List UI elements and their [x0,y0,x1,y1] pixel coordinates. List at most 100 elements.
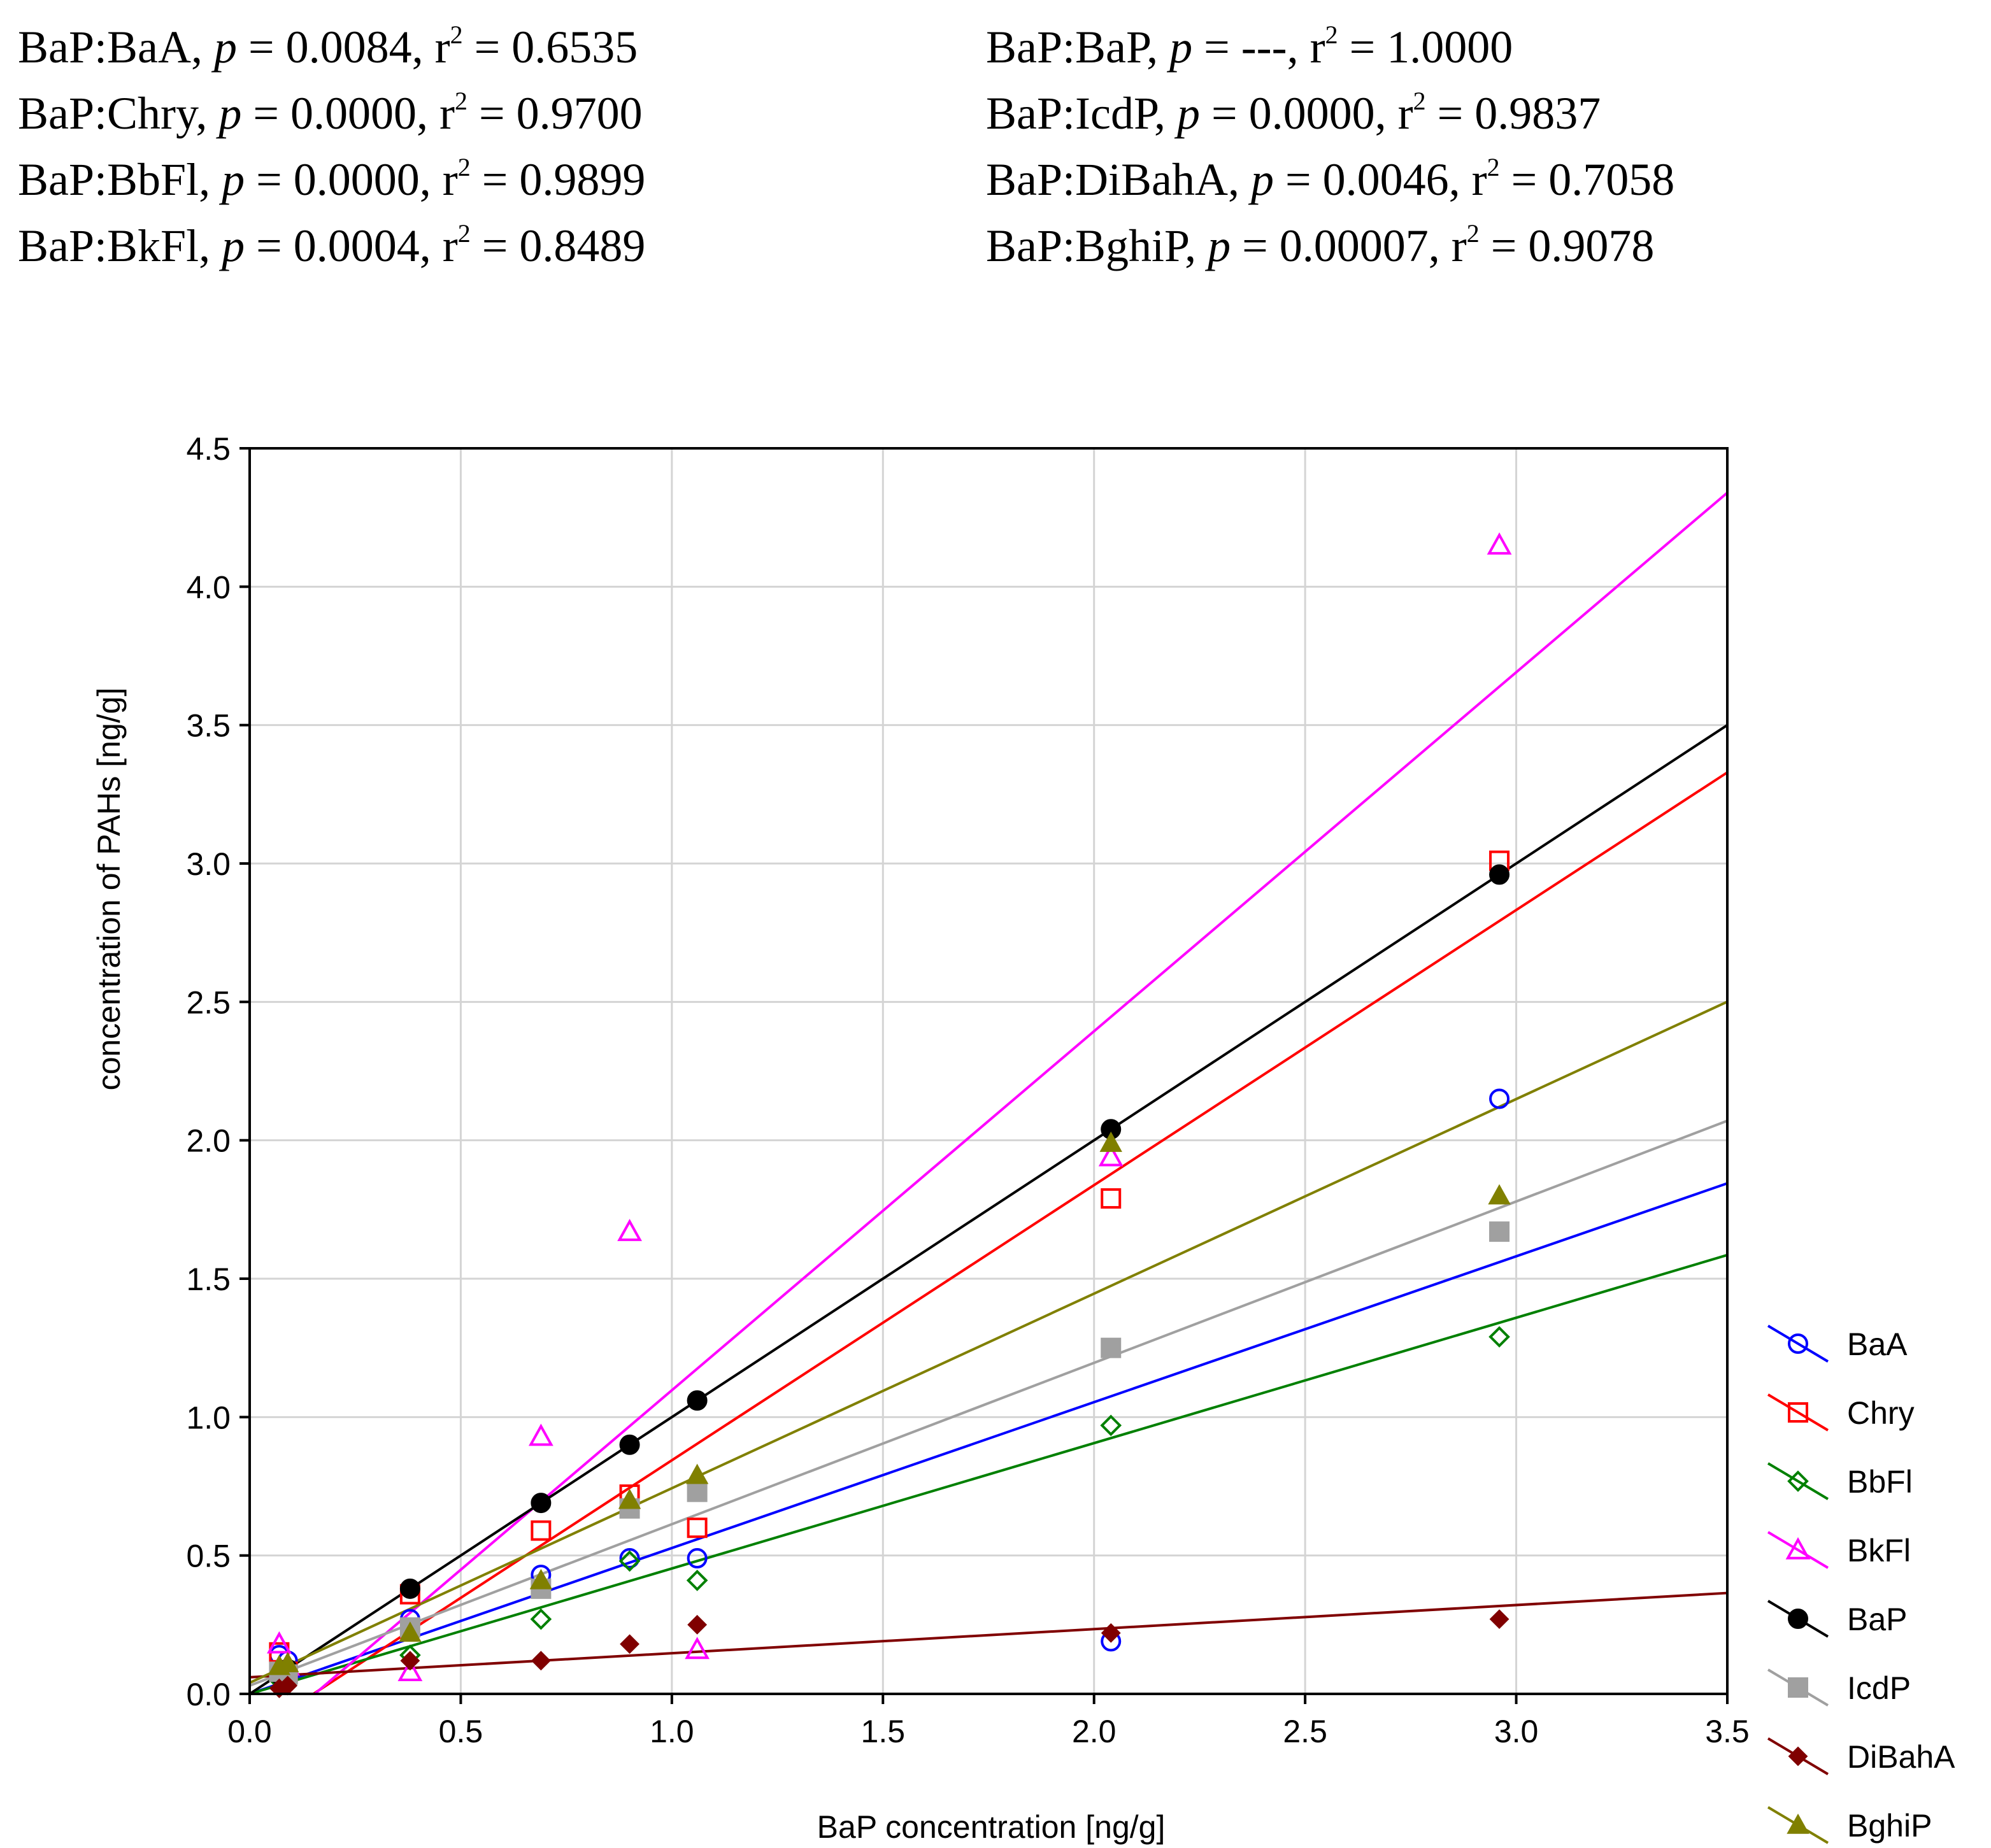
p-symbol: p [222,220,245,271]
stat-row: BaP:BbFl, p = 0.0000, r2 = 0.9899 [18,153,646,205]
point-bghip [529,1568,553,1589]
stat-row: BaP:BaA, p = 0.0084, r2 = 0.6535 [18,20,638,73]
legend-label-bghip: BghiP [1847,1808,1932,1844]
point-dibaha [400,1651,420,1671]
legend-label-bap: BaP [1847,1602,1908,1637]
stat-pair: BaP:BaP [986,22,1147,73]
legend-label-bbfl: BbFl [1847,1464,1913,1500]
p-symbol: p [218,88,242,139]
legend: BaA Chry BbFl BkFl BaP IcdP DiBahA BghiP [1767,1325,1955,1844]
p-symbol: p [1169,22,1193,73]
legend-label-dibaha: DiBahA [1847,1739,1955,1775]
stat-pair: BaP:BbFl [18,154,199,205]
p-symbol: p [222,154,245,205]
r-exponent: 2 [454,87,467,115]
r-exponent: 2 [1466,219,1480,248]
fit-line-bkfl [313,492,1729,1695]
legend-marker-bkfl [1785,1537,1811,1560]
y-tick-label: 4.5 [186,431,231,467]
r-symbol: r [439,88,455,139]
x-tick-label: 1.5 [861,1714,906,1749]
fit-line-bghip [249,1000,1728,1684]
stat-pair: BaP:DiBahA [986,154,1229,205]
fit-line-baa [249,1182,1728,1695]
r2-value: 0.9899 [519,154,646,205]
p-value: 0.0000 [290,88,417,139]
p-value: --- [1241,22,1287,73]
point-bghip [618,1488,641,1509]
y-tick-label: 2.5 [186,984,231,1020]
legend-label-bkfl: BkFl [1847,1533,1911,1568]
point-bbfl [686,1569,708,1591]
legend-marker-chry [1788,1402,1808,1423]
legend-label-baa: BaA [1847,1326,1908,1362]
point-bbfl [1100,1414,1122,1437]
y-axis-title: concentration of PAHs [ng/g] [91,688,127,1091]
point-bbfl [530,1608,552,1630]
legend-marker-bghip [1787,1813,1809,1834]
stat-row: BaP:BaP, p = ---, r2 = 1.0000 [986,20,1513,73]
y-tick-label: 0.5 [186,1539,231,1574]
legend-marker-icdp [1788,1677,1808,1698]
point-bbfl [1488,1326,1510,1348]
point-icdp [1489,1221,1510,1242]
x-tick-label: 0.5 [439,1714,483,1749]
point-baa [619,1548,640,1569]
y-tick-label: 1.0 [186,1400,231,1435]
stat-row: BaP:Chry, p = 0.0000, r2 = 0.9700 [18,87,643,139]
p-value: 0.00007 [1279,220,1429,271]
regression-lines [248,492,1729,1695]
data-points [267,532,1512,1698]
x-tick-label: 2.0 [1072,1714,1117,1749]
point-bghip [685,1463,709,1484]
stat-row: BaP:BghiP, p = 0.00007, r2 = 0.9078 [986,219,1655,271]
point-bkfl [617,1218,642,1241]
r-exponent: 2 [1487,153,1500,181]
point-dibaha [531,1651,551,1671]
r2-value: 0.8489 [519,220,646,271]
point-dibaha [620,1634,639,1654]
stat-row: BaP:IcdP, p = 0.0000, r2 = 0.9837 [986,87,1601,139]
point-bap [619,1434,640,1455]
point-bghip [1488,1184,1511,1205]
legend-marker-bbfl [1787,1470,1809,1492]
r-symbol: r [1451,220,1467,271]
p-symbol: p [1208,220,1231,271]
grid [250,448,1727,1694]
p-value: 0.0084 [285,22,412,73]
point-bkfl [685,1637,710,1660]
point-bghip [276,1652,299,1672]
point-baa [687,1548,708,1569]
fit-line-dibaha [249,1591,1728,1679]
point-chry [687,1517,708,1539]
stat-pair: BaP:IcdP [986,88,1155,139]
point-bkfl [528,1423,553,1446]
point-chry [531,1520,552,1541]
r-exponent: 2 [450,20,463,49]
r2-value: 0.9078 [1528,220,1655,271]
point-icdp [1101,1337,1122,1358]
legend-marker-baa [1788,1333,1808,1354]
legend-label-icdp: IcdP [1847,1670,1911,1706]
x-tick-label: 3.0 [1494,1714,1539,1749]
stats-column-left: BaP:BaA, p = 0.0084, r2 = 0.6535 BaP:Chry… [18,14,645,279]
r-exponent: 2 [1413,87,1426,115]
y-tick-label: 3.0 [186,846,231,882]
stat-pair: BaP:BghiP [986,220,1185,271]
y-tick-label: 4.0 [186,569,231,605]
x-tick-label: 3.5 [1705,1714,1750,1749]
point-bap [687,1390,708,1411]
legend-line-baa [1767,1325,1829,1363]
legend-marker-bap [1788,1609,1808,1629]
legend-line-bbfl [1767,1462,1829,1500]
point-bap [399,1578,420,1599]
r-symbol: r [1471,154,1487,205]
r2-value: 0.9837 [1474,88,1601,139]
point-bkfl [397,1659,423,1682]
fit-line-bap [248,723,1729,1695]
point-bkfl [1098,1144,1124,1167]
fit-line-bbfl [249,1253,1728,1695]
stat-pair: BaP:BaA [18,22,192,73]
point-bap [531,1493,552,1514]
point-bbfl [618,1550,641,1572]
